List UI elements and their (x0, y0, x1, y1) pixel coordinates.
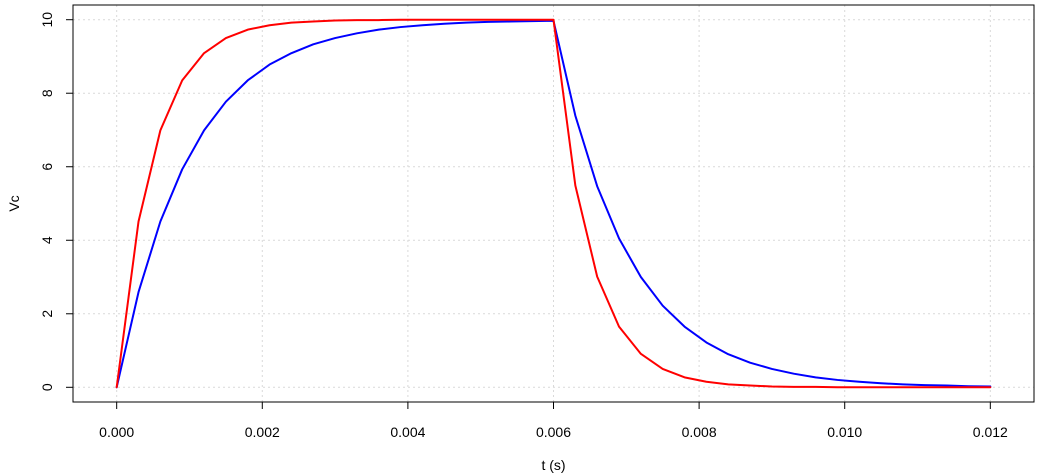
x-tick-label: 0.008 (682, 424, 717, 440)
grid (73, 5, 1034, 402)
x-tick-label: 0.006 (536, 424, 571, 440)
y-tick-label: 2 (39, 310, 55, 318)
y-axis-title: Vc (6, 195, 22, 211)
x-tick-label: 0.004 (390, 424, 425, 440)
y-tick-label: 0 (39, 383, 55, 391)
series-lines (115, 18, 992, 389)
series-line-2 (115, 18, 992, 389)
x-tick-label: 0.010 (827, 424, 862, 440)
x-tick-label: 0.002 (245, 424, 280, 440)
x-axis-title: t (s) (541, 457, 565, 473)
plot-frame (72, 4, 1035, 403)
x-tick-label: 0.012 (973, 424, 1008, 440)
y-tick-label: 8 (39, 89, 55, 97)
y-axis: 0 2 4 6 8 10 (39, 12, 74, 391)
y-tick-label: 4 (39, 236, 55, 244)
y-tick-label: 6 (39, 163, 55, 171)
y-tick-label: 10 (39, 12, 55, 28)
x-tick-label: 0.000 (99, 424, 134, 440)
x-axis: 0.000 0.002 0.004 0.006 0.008 0.010 0.012 (99, 401, 1008, 440)
